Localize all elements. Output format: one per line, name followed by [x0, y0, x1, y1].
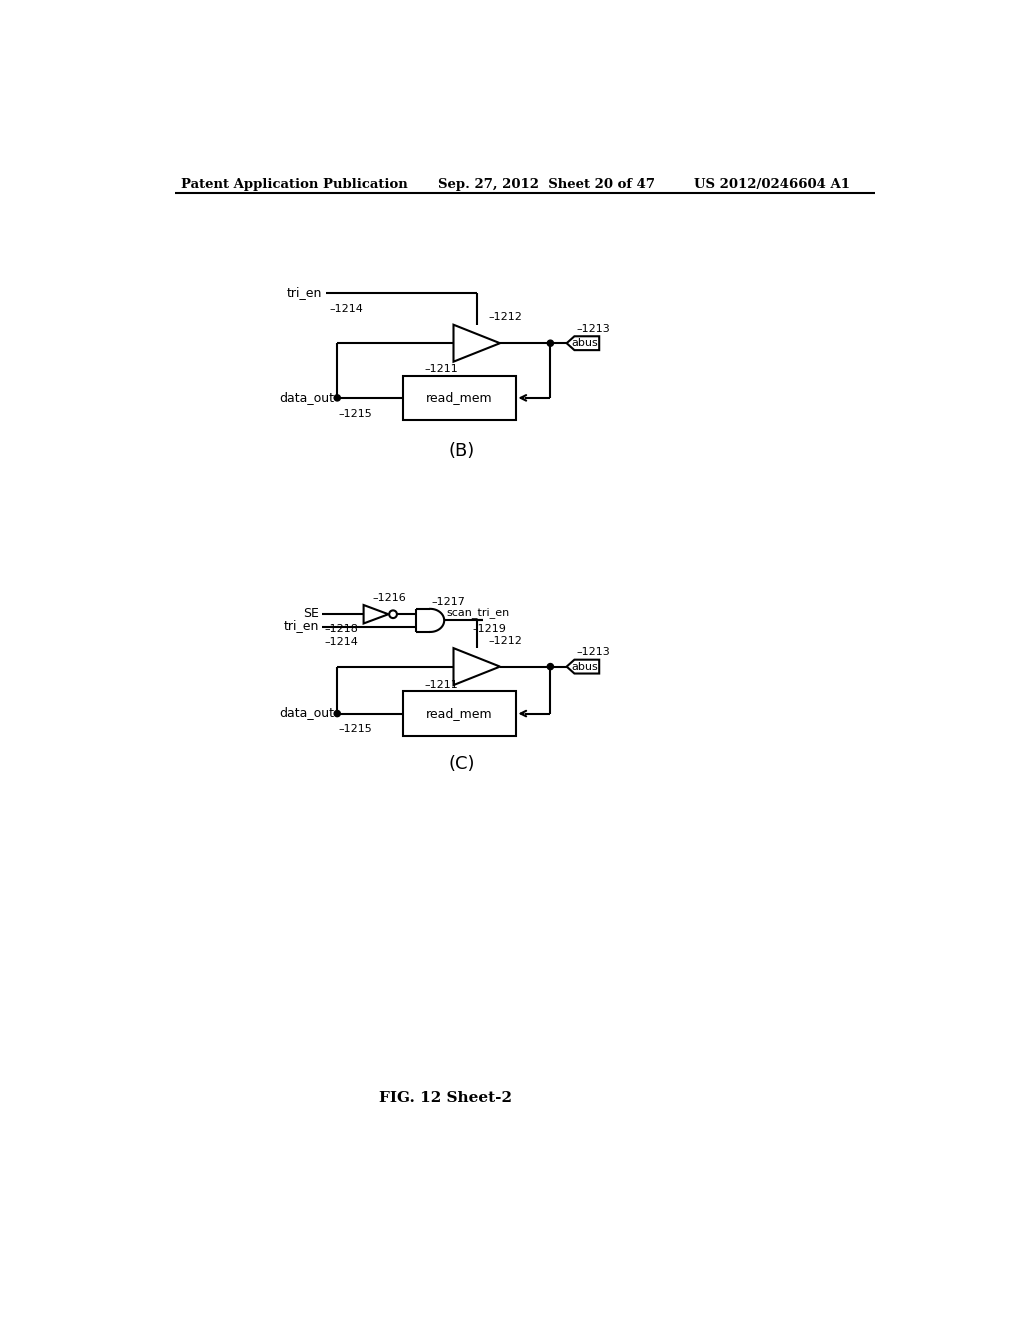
Text: Sep. 27, 2012  Sheet 20 of 47: Sep. 27, 2012 Sheet 20 of 47 — [438, 178, 655, 190]
Text: –1217: –1217 — [432, 598, 466, 607]
Text: –1215: –1215 — [339, 409, 373, 418]
Text: data_out: data_out — [280, 706, 334, 719]
Text: read_mem: read_mem — [426, 391, 493, 404]
Text: –1214: –1214 — [330, 304, 364, 314]
Bar — [403, 376, 515, 420]
Text: –1216: –1216 — [372, 594, 406, 603]
Text: data_out: data_out — [280, 391, 334, 404]
Text: –1218: –1218 — [324, 624, 358, 634]
Text: tri_en: tri_en — [287, 286, 323, 298]
Text: scan_tri_en: scan_tri_en — [446, 607, 510, 618]
Text: –1214: –1214 — [324, 636, 358, 647]
Text: SE: SE — [303, 607, 318, 620]
Text: –1213: –1213 — [577, 647, 610, 657]
Circle shape — [547, 341, 554, 346]
Text: –1212: –1212 — [488, 313, 522, 322]
Text: (C): (C) — [449, 755, 474, 774]
Text: Patent Application Publication: Patent Application Publication — [180, 178, 408, 190]
Text: US 2012/0246604 A1: US 2012/0246604 A1 — [693, 178, 850, 190]
Text: read_mem: read_mem — [426, 708, 493, 721]
Text: abus: abus — [571, 661, 599, 672]
Text: abus: abus — [571, 338, 599, 348]
Circle shape — [547, 664, 554, 669]
Text: –1211: –1211 — [425, 364, 459, 374]
Text: –1213: –1213 — [577, 323, 610, 334]
Circle shape — [334, 710, 340, 717]
Bar — [403, 692, 515, 737]
Text: –1211: –1211 — [425, 680, 459, 689]
Text: –1212: –1212 — [488, 636, 522, 645]
Circle shape — [334, 395, 340, 401]
Text: (B): (B) — [449, 442, 474, 459]
Text: tri_en: tri_en — [284, 619, 318, 632]
Text: –1215: –1215 — [339, 725, 373, 734]
Text: FIG. 12 Sheet-2: FIG. 12 Sheet-2 — [379, 1092, 512, 1106]
Text: –1219: –1219 — [473, 624, 507, 634]
